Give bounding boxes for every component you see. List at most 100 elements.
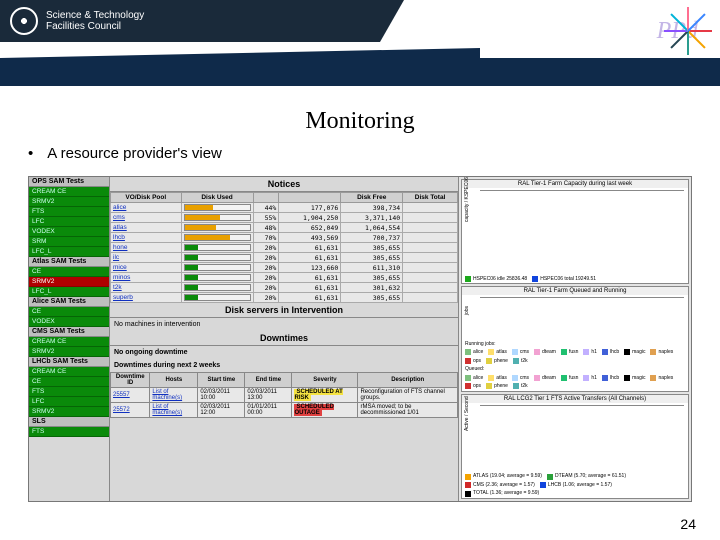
chart-qr-title: RAL Tier-1 Farm Queued and Running — [462, 287, 688, 295]
sam-test-row[interactable]: CE — [29, 307, 109, 317]
chart-fts-ylabel: Active / Second — [464, 396, 470, 431]
legend-item: HSPEC06 total 19249.51 — [532, 276, 596, 283]
legend-item: lhcb — [602, 349, 619, 356]
legend-item: dteam — [534, 375, 556, 382]
disk-free: 301,632 — [341, 283, 403, 293]
legend-item: DTEAM (5.70; average = 61.51) — [547, 473, 626, 480]
disk-free: 398,734 — [341, 203, 403, 213]
sam-test-row[interactable]: CREAM CE — [29, 187, 109, 197]
sam-test-row[interactable]: CREAM CE — [29, 367, 109, 377]
legend-item: cms — [512, 375, 529, 382]
sam-section-heading: Atlas SAM Tests — [29, 257, 109, 267]
disk-free: 305,655 — [341, 293, 403, 303]
disk-bar-cell — [181, 253, 253, 263]
disk-free: 700,737 — [341, 233, 403, 243]
disk-pool-link[interactable]: atlas — [111, 223, 182, 233]
downtime-id-link[interactable]: 25572 — [111, 403, 150, 418]
sam-test-row[interactable]: LFC — [29, 397, 109, 407]
page-number: 24 — [680, 516, 696, 532]
disk-total — [403, 233, 458, 243]
legend-item: HSPEC06 idle 25836.48 — [465, 276, 527, 283]
dt-col-header: Start time — [198, 373, 245, 388]
sam-test-row[interactable]: CREAM CE — [29, 337, 109, 347]
disk-free: 305,655 — [341, 273, 403, 283]
disk-pct: 70% — [253, 233, 279, 243]
legend-item: naples — [650, 375, 673, 382]
legend-item: magic — [624, 349, 645, 356]
disk-bar-cell — [181, 293, 253, 303]
disk-usage-table: VO/Disk PoolDisk UsedDisk FreeDisk Total… — [110, 192, 458, 303]
disk-bar-cell — [181, 223, 253, 233]
legend-item: alice — [465, 349, 483, 356]
disk-pool-link[interactable]: hone — [111, 243, 182, 253]
sam-test-row[interactable]: FTS — [29, 207, 109, 217]
disk-pool-link[interactable]: superb — [111, 293, 182, 303]
sam-test-row[interactable]: SRM — [29, 237, 109, 247]
disk-total — [403, 283, 458, 293]
legend-section: Running jobs: — [465, 341, 685, 348]
downtime-row: 25572 List of machine(s) 02/03/2011 12:0… — [111, 403, 458, 418]
disk-pool-link[interactable]: ilc — [111, 253, 182, 263]
slide-header: Science & Technology Facilities Council … — [0, 0, 720, 100]
chart-fts-legend: ATLAS (19.04; average = 9.59)DTEAM (5.70… — [462, 472, 688, 498]
chart-capacity-legend: HSPEC06 idle 25836.48 HSPEC06 total 19249… — [462, 275, 688, 284]
dt-col-header: Downtime ID — [111, 373, 150, 388]
downtime-hosts[interactable]: List of machine(s) — [150, 403, 198, 418]
sam-test-row[interactable]: CE — [29, 267, 109, 277]
disk-total — [403, 203, 458, 213]
sam-test-row[interactable]: LFC_L — [29, 247, 109, 257]
sam-test-row[interactable]: VODEX — [29, 227, 109, 237]
sam-test-row[interactable]: SRMV2 — [29, 407, 109, 417]
sam-test-row[interactable]: LFC — [29, 217, 109, 227]
disk-row: t2k 20% 61,631 301,632 — [111, 283, 458, 293]
legend-item: dteam — [534, 349, 556, 356]
disk-pct: 44% — [253, 203, 279, 213]
chart-capacity-title: RAL Tier-1 Farm Capacity during last wee… — [462, 180, 688, 188]
disk-total — [403, 273, 458, 283]
disk-pct: 20% — [253, 283, 279, 293]
disk-total — [403, 243, 458, 253]
disk-pool-link[interactable]: minos — [111, 273, 182, 283]
downtime-id-link[interactable]: 25557 — [111, 388, 150, 403]
sam-test-row[interactable]: SRMV2 — [29, 347, 109, 357]
downtime-severity: SCHEDULED AT RISK — [292, 388, 358, 403]
stfc-text: Science & Technology Facilities Council — [46, 10, 144, 32]
disk-pool-link[interactable]: lhcb — [111, 233, 182, 243]
disk-bar-cell — [181, 273, 253, 283]
disk-used: 61,631 — [279, 243, 341, 253]
stfc-brand-bar: Science & Technology Facilities Council — [0, 0, 380, 42]
disk-pool-link[interactable]: mice — [111, 263, 182, 273]
disk-pool-link[interactable]: t2k — [111, 283, 182, 293]
sam-test-row[interactable]: SRMV2 — [29, 197, 109, 207]
stfc-line1: Science & Technology — [46, 10, 144, 21]
disk-pct: 48% — [253, 223, 279, 233]
chart-fts-plot — [480, 405, 684, 406]
downtime-hosts[interactable]: List of machine(s) — [150, 388, 198, 403]
sam-test-row[interactable]: LFC_L — [29, 287, 109, 297]
legend-item: ops — [465, 358, 481, 365]
disk-used: 1,904,250 — [279, 213, 341, 223]
sam-test-row[interactable]: CE — [29, 377, 109, 387]
disk-row: mice 20% 123,660 611,310 — [111, 263, 458, 273]
legend-item: t2k — [513, 358, 528, 365]
legend-item: TOTAL (1.36; average = 9.59) — [465, 490, 539, 497]
disk-pool-link[interactable]: alice — [111, 203, 182, 213]
sam-test-row[interactable]: FTS — [29, 427, 109, 437]
legend-item: h1 — [583, 349, 597, 356]
disk-total — [403, 253, 458, 263]
legend-item: atlas — [488, 349, 507, 356]
sam-test-row[interactable]: VODEX — [29, 317, 109, 327]
downtime-start: 02/03/2011 10:00 — [198, 388, 245, 403]
disk-free: 305,655 — [341, 243, 403, 253]
disk-used: 61,631 — [279, 293, 341, 303]
sam-test-row[interactable]: FTS — [29, 387, 109, 397]
disk-col-header: Disk Free — [341, 193, 403, 203]
sam-test-row[interactable]: SRMV2 — [29, 277, 109, 287]
disk-col-header: Disk Total — [403, 193, 458, 203]
disk-bar-cell — [181, 233, 253, 243]
disk-used: 61,631 — [279, 273, 341, 283]
legend-item: naples — [650, 349, 673, 356]
chart-capacity: RAL Tier-1 Farm Capacity during last wee… — [461, 179, 689, 284]
slide-bullet: A resource provider's view — [28, 145, 720, 162]
disk-pool-link[interactable]: cms — [111, 213, 182, 223]
